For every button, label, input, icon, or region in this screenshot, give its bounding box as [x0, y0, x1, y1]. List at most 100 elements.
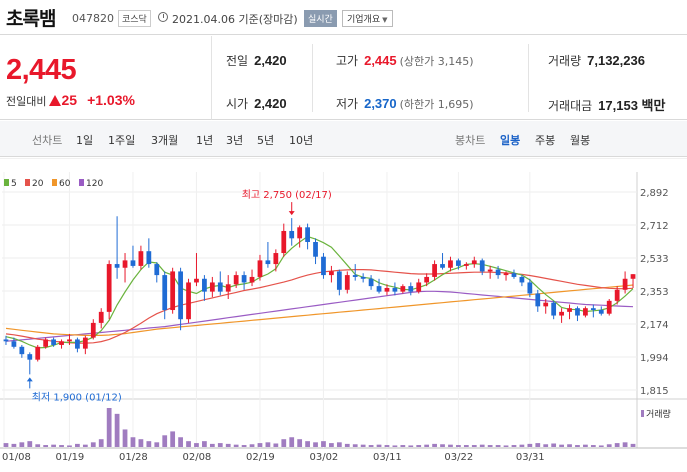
x-tick-label: 03/02	[309, 452, 338, 463]
stat-prev-close: 전일 2,420	[226, 52, 287, 69]
tab-period-1y[interactable]: 1년	[196, 134, 214, 147]
candle-body	[3, 339, 9, 342]
volume-bar	[82, 444, 88, 447]
divider	[528, 44, 529, 112]
tab-period-3m[interactable]: 3개월	[151, 134, 179, 147]
price-summary: 2,445 전일대비 25 +1.03%	[0, 36, 212, 120]
candle-body	[622, 278, 628, 290]
legend-label: 20	[32, 179, 44, 189]
volume-bar	[583, 444, 588, 447]
volume-bar	[225, 443, 231, 447]
stat-label: 거래량	[548, 54, 582, 68]
volume-bar	[233, 444, 239, 447]
volume-bar	[67, 445, 72, 447]
candle-body	[98, 311, 104, 323]
candle-body	[392, 287, 398, 292]
volume-bar	[344, 443, 350, 447]
volume-bar	[170, 431, 176, 447]
volume-bar	[75, 443, 80, 447]
volume-bar	[289, 437, 295, 447]
stat-value: 2,445	[364, 53, 397, 68]
stat-high: 고가 2,445 (상한가 3,145)	[336, 52, 474, 69]
candle-body	[305, 227, 310, 243]
candle-body	[146, 251, 152, 265]
tab-period-1d[interactable]: 1일	[76, 134, 94, 147]
volume-bar	[106, 408, 112, 447]
volume-bar	[27, 441, 33, 447]
volume-bar	[376, 444, 382, 447]
volume-bar	[297, 439, 303, 447]
tab-period-10y[interactable]: 10년	[289, 134, 314, 147]
volume-bar	[11, 443, 17, 447]
volume-bar	[495, 445, 501, 447]
volume-bar	[217, 443, 223, 447]
price-change: 전일대비 25 +1.03%	[6, 92, 135, 109]
volume-bar	[614, 443, 620, 447]
tab-period-3y[interactable]: 3년	[226, 134, 244, 147]
candle-body	[487, 269, 493, 272]
up-triangle-icon	[49, 95, 62, 106]
candle-body	[67, 339, 72, 342]
tab-candle-daily[interactable]: 일봉	[500, 134, 521, 147]
candle-body	[519, 276, 525, 283]
stat-value: 17,153 백만	[598, 98, 666, 113]
tab-candle-monthly[interactable]: 월봉	[570, 134, 591, 147]
legend-swatch	[79, 179, 84, 186]
legend-label: 60	[59, 179, 71, 189]
candle-body	[75, 339, 80, 349]
x-tick-label: 02/19	[246, 452, 275, 463]
volume-bar	[416, 445, 422, 447]
candle-body	[281, 230, 287, 254]
stat-label: 거래대금	[548, 99, 593, 113]
candle-body	[614, 289, 620, 301]
high-annotation: 최고 2,750 (02/17)	[242, 189, 332, 201]
tab-period-1w[interactable]: 1주일	[108, 134, 136, 147]
candlestick-chart[interactable]: 2,892 2,712 2,533 2,353 2,174 1,994 1,815 01/08…	[0, 157, 687, 472]
candle-body	[527, 282, 533, 294]
volume-bar	[352, 444, 358, 447]
volume-bar	[622, 442, 628, 447]
candle-body	[59, 341, 64, 345]
volume-bar	[543, 444, 549, 447]
company-overview-button[interactable]: 기업개요 ▼	[342, 10, 393, 27]
candle-body	[114, 264, 120, 268]
volume-bar	[456, 445, 461, 447]
x-tick-label: 02/08	[182, 452, 211, 463]
candle-body	[384, 287, 390, 292]
candle-body	[583, 308, 588, 316]
candle-body	[329, 271, 334, 276]
basis-date: 2021.04.06 기준(장마감)	[172, 13, 298, 26]
legend-swatch	[4, 179, 9, 186]
volume-bar	[146, 441, 152, 447]
volume-bar	[606, 444, 612, 447]
tab-period-5y[interactable]: 5년	[257, 134, 275, 147]
volume-bar	[329, 443, 334, 447]
candle-body	[344, 275, 350, 290]
candle-body	[408, 286, 414, 292]
current-price: 2,445	[6, 54, 77, 86]
candle-body	[400, 286, 406, 292]
candle-body	[416, 282, 422, 292]
stat-label: 저가	[336, 97, 359, 111]
volume-bar	[567, 444, 572, 447]
low-annotation: 최저 1,900 (01/12)	[32, 391, 122, 403]
volume-bar	[424, 444, 430, 447]
candle-body	[122, 260, 128, 268]
low-arrow-head	[26, 377, 33, 382]
volume-bar	[527, 443, 533, 447]
candle-body	[27, 354, 33, 360]
stat-volume: 거래량 7,132,236	[548, 52, 645, 69]
tab-candle-weekly[interactable]: 주봉	[535, 134, 556, 147]
y-tick-label: 1,815	[640, 386, 669, 397]
candle-body	[162, 275, 168, 311]
legend-swatch	[52, 179, 57, 186]
candle-body	[495, 269, 501, 276]
volume-bar	[249, 444, 255, 447]
candle-body	[209, 282, 215, 292]
volume-bar	[551, 443, 557, 447]
realtime-button[interactable]: 실시간	[304, 10, 337, 27]
volume-bar	[471, 445, 477, 447]
volume-bar	[313, 442, 318, 447]
volume-bar	[154, 442, 160, 447]
volume-bar	[162, 435, 168, 447]
